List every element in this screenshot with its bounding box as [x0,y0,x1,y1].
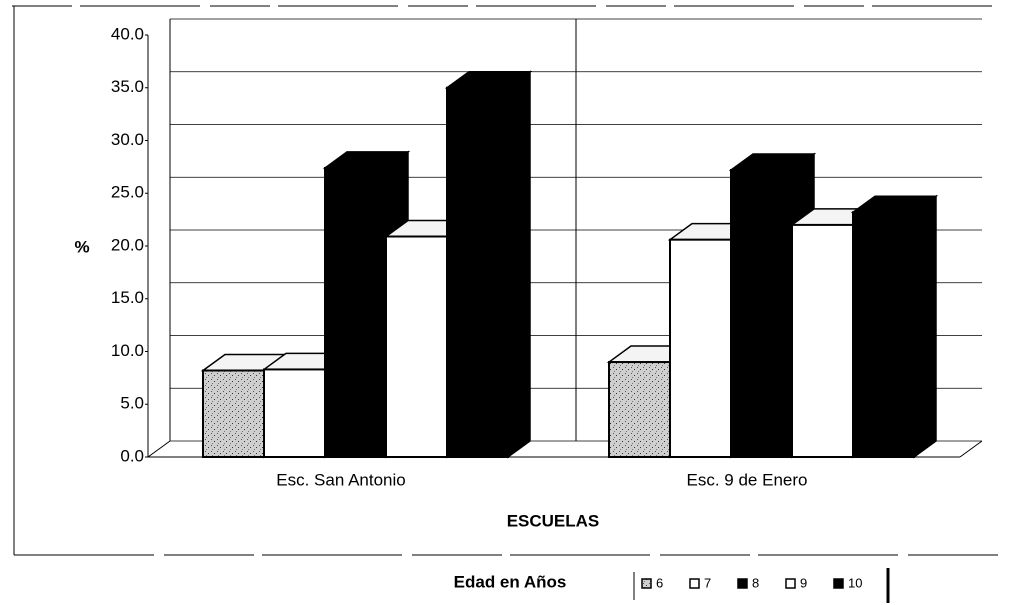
bar-front [202,369,265,458]
legend-swatch [737,578,748,589]
floor-edge [147,440,171,458]
bar-front [324,166,387,458]
y-tick-label: 20.0 [111,235,144,254]
legend-swatch [833,578,844,589]
bar-front [730,169,793,458]
y-tick-label: 5.0 [120,394,144,413]
y-tick-label: 0.0 [120,446,144,465]
bar-front [608,361,671,458]
legend-swatch [785,578,796,589]
y-tick-label: 25.0 [111,183,144,202]
legend-label: 6 [656,575,663,590]
bar-front [385,235,448,458]
bar [444,70,533,459]
y-tick-label: 30.0 [111,130,144,149]
bar-front [669,238,732,458]
legend-swatch [641,578,652,589]
bar-front [852,211,915,458]
bar-side [507,70,531,459]
floor-edge [959,440,983,458]
y-tick-label: 40.0 [111,24,144,43]
bar-front [446,86,509,458]
y-tick-label: 10.0 [111,341,144,360]
x-axis-label: ESCUELAS [507,511,600,530]
bar-front [791,223,854,458]
x-tick-label: Esc. 9 de Enero [687,470,808,489]
y-tick-label: 15.0 [111,288,144,307]
legend-label: 9 [800,575,807,590]
legend-label: 10 [848,575,862,590]
legend-label: 7 [704,575,711,590]
x-tick-label: Esc. San Antonio [276,470,405,489]
legend-title: Edad en Años [454,572,567,591]
y-tick-label: 35.0 [111,77,144,96]
y-axis-label: % [74,237,89,256]
bar [850,194,939,459]
bar-front [263,368,326,458]
legend-swatch [689,578,700,589]
legend-label: 8 [752,575,759,590]
bar-side [913,194,937,459]
